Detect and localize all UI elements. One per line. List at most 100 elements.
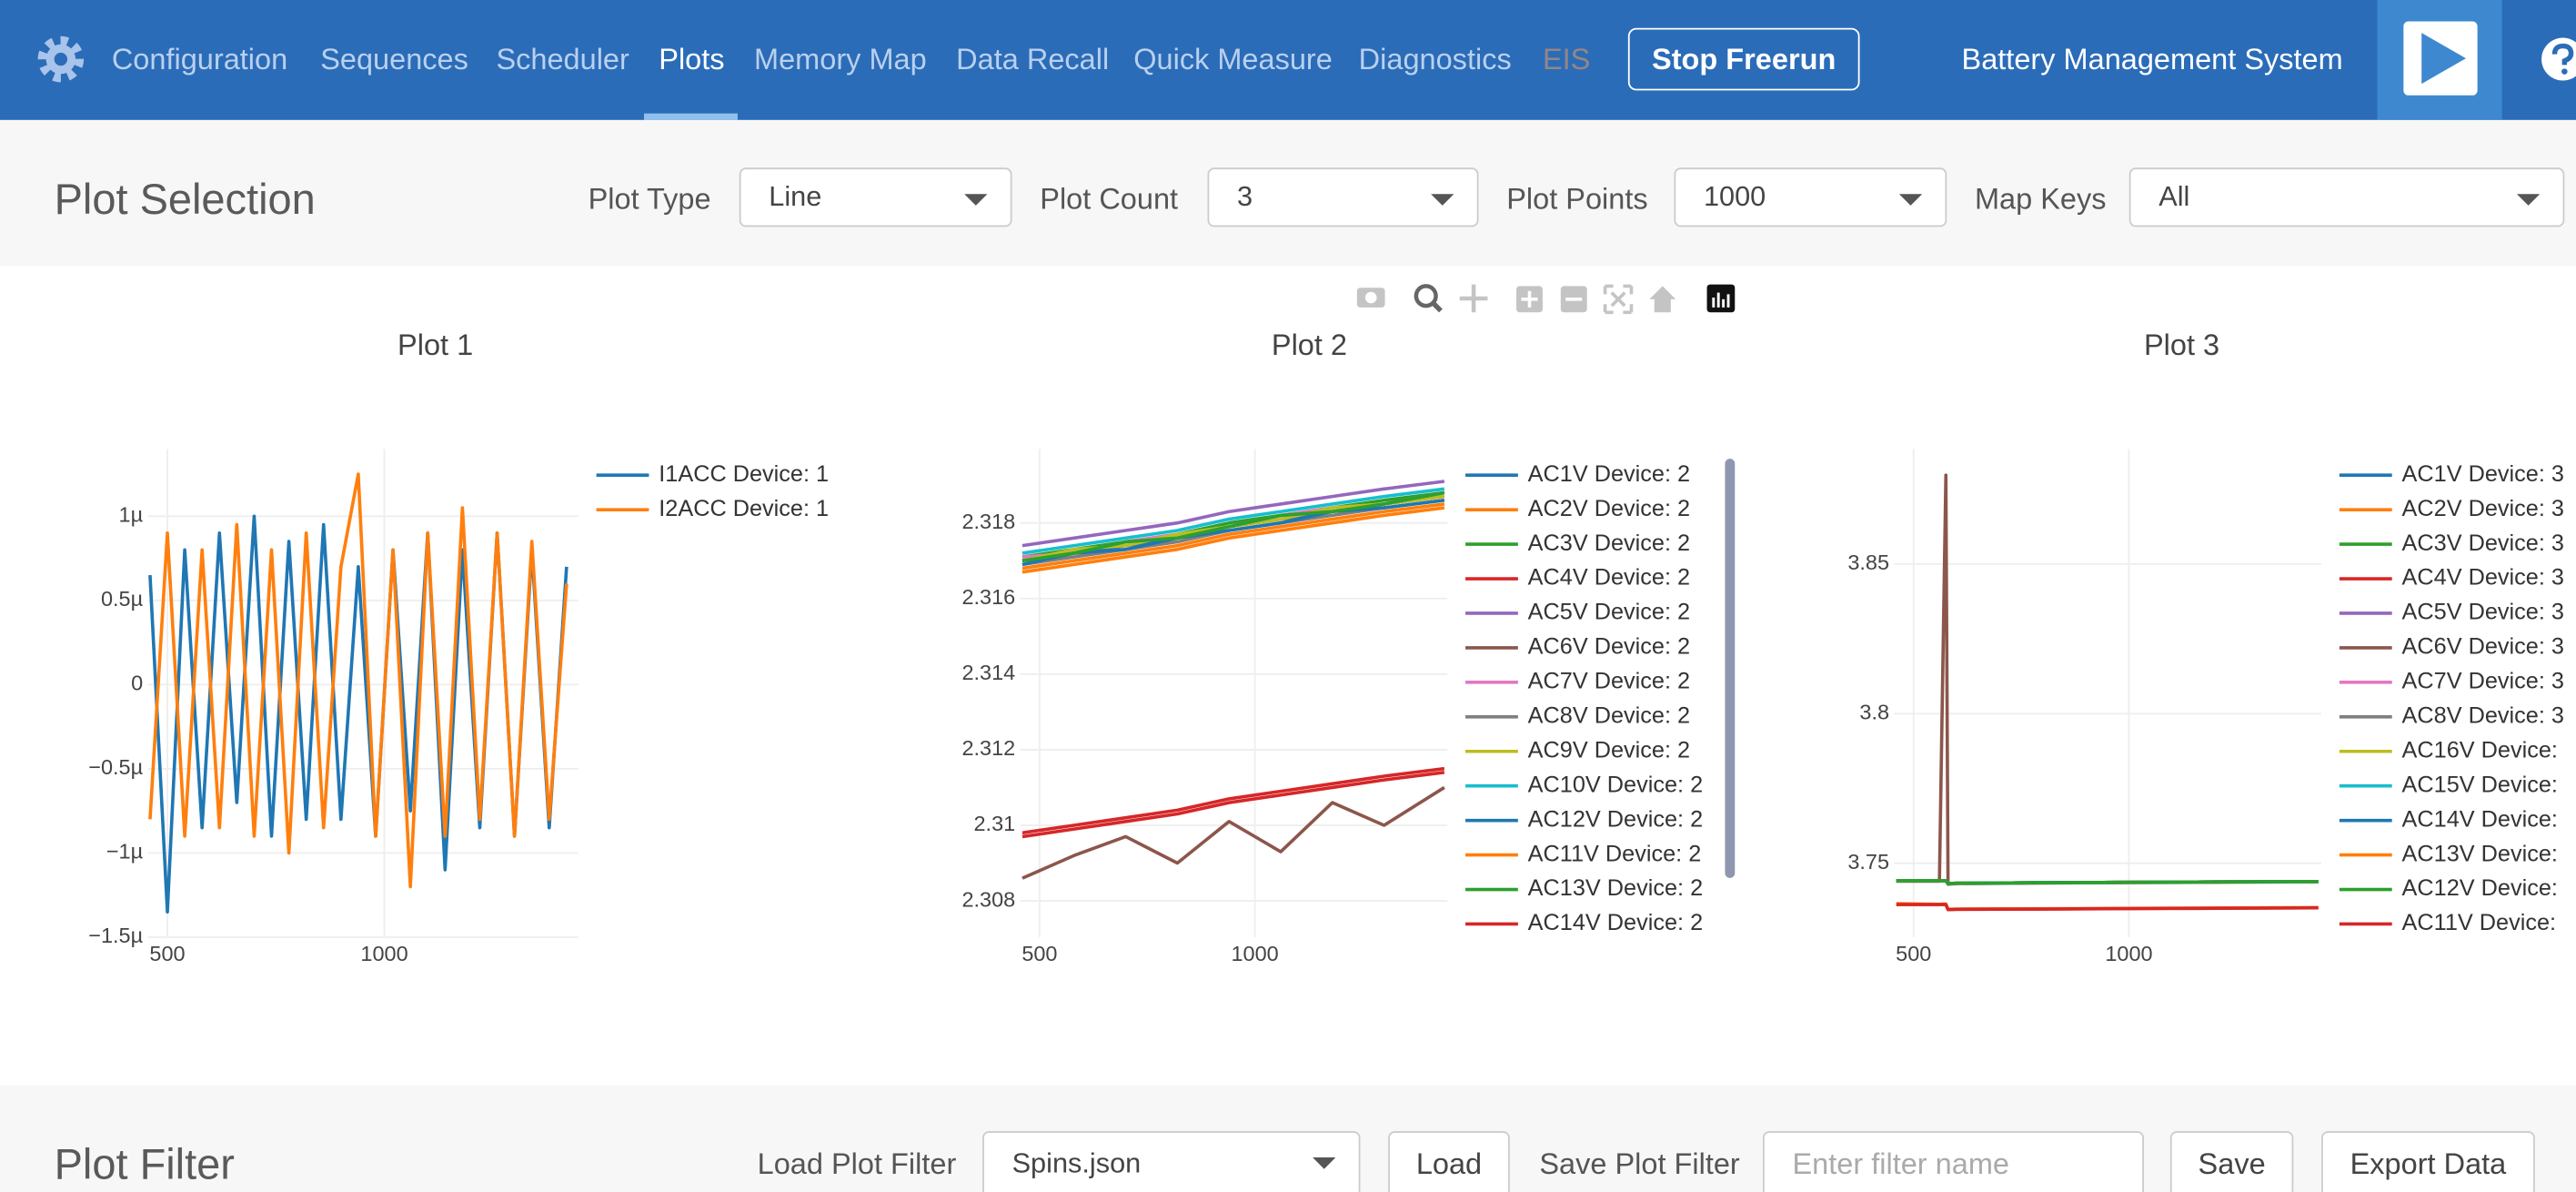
- legend-label: AC12V Device:: [2402, 875, 2558, 901]
- chart-title: Plot 3: [2144, 328, 2219, 361]
- series-line: [1021, 487, 1445, 555]
- legend-label: AC2V Device: 2: [1528, 496, 1690, 521]
- legend-label: AC3V Device: 3: [2402, 530, 2564, 556]
- field-label: Plot Count: [1040, 182, 1179, 216]
- legend-label: AC14V Device:: [2402, 806, 2558, 832]
- series-line: [1021, 771, 1445, 839]
- legend-label: AC11V Device:: [2402, 910, 2557, 935]
- series-line: [1021, 506, 1445, 574]
- zoom-icon[interactable]: [1414, 284, 1438, 308]
- nav-item[interactable]: Memory Map: [754, 42, 927, 76]
- nav-item[interactable]: Diagnostics: [1358, 42, 1512, 76]
- legend-label: AC8V Device: 2: [1528, 702, 1690, 728]
- legend-label: AC4V Device: 3: [2402, 565, 2564, 591]
- x-tick-label: 1000: [360, 942, 408, 965]
- legend-label: AC9V Device: 2: [1528, 737, 1690, 763]
- legend-label: AC1V Device: 3: [2402, 461, 2564, 487]
- legend-label: I2ACC Device: 1: [659, 496, 829, 521]
- legend-label: AC11V Device: 2: [1528, 841, 1702, 866]
- play-button[interactable]: [2377, 0, 2502, 120]
- y-tick-label: −1µ: [106, 840, 143, 864]
- load-button[interactable]: Load: [1388, 1131, 1510, 1192]
- nav-item[interactable]: Quick Measure: [1133, 42, 1333, 76]
- nav-bar: Configuration Sequences Scheduler Plots …: [0, 0, 2576, 120]
- nav-item[interactable]: Plots: [659, 42, 725, 76]
- home-icon[interactable]: [1649, 286, 1676, 313]
- field-label: Plot Type: [588, 182, 711, 216]
- legend-label: AC5V Device: 3: [2402, 600, 2564, 625]
- nav-item[interactable]: Sequences: [320, 42, 468, 76]
- y-tick-label: 2.31: [974, 812, 1016, 835]
- plot-selection: Plot Selection Plot Type Line Plot Count…: [0, 119, 2576, 267]
- chart: Plot 3 500 1000 3.85 3.8 3.75 AC1V Device: 3 AC…: [1847, 328, 2564, 965]
- legend-label: AC7V Device: 2: [1528, 669, 1690, 694]
- chart: Plot 1 500 1000 1µ 0.5µ 0 −0.5µ −1µ −1.5µ I1ACC D…: [88, 328, 829, 965]
- series-line: [1896, 903, 2319, 912]
- plot-points-select[interactable]: 1000: [1674, 167, 1947, 227]
- legend-label: AC13V Device: 2: [1528, 875, 1703, 901]
- section-title: Plot Selection: [54, 174, 316, 224]
- legend-label: AC10V Device: 2: [1528, 772, 1703, 797]
- chart: Plot 2 500 1000 2.318 2.316 2.314 2.312 2.31 2.3…: [961, 328, 1703, 965]
- y-tick-label: 2.316: [961, 585, 1015, 609]
- modebar: [1356, 284, 1736, 315]
- legend-label: AC14V Device: 2: [1528, 910, 1703, 935]
- legend-label: AC16V Device:: [2402, 737, 2558, 763]
- x-tick-label: 500: [1896, 942, 1931, 965]
- chart-title: Plot 2: [1272, 328, 1347, 361]
- legend-label: AC1V Device: 2: [1528, 461, 1690, 487]
- plots-area: Plot 1 500 1000 1µ 0.5µ 0 −0.5µ −1µ −1.5µ I1ACC D…: [88, 284, 2564, 965]
- settings-icon[interactable]: [36, 35, 86, 84]
- series-line: [1021, 498, 1445, 567]
- legend-label: AC5V Device: 2: [1528, 600, 1690, 625]
- y-tick-label: 0: [131, 672, 143, 695]
- x-tick-label: 1000: [1231, 942, 1278, 965]
- y-tick-label: 2.314: [961, 661, 1015, 684]
- nav-item[interactable]: Scheduler: [496, 42, 629, 76]
- nav-item[interactable]: Configuration: [111, 42, 288, 76]
- y-tick-label: −0.5µ: [88, 755, 143, 779]
- filter-name-input[interactable]: Enter filter name: [1762, 1131, 2144, 1192]
- series-line: [1021, 480, 1445, 548]
- legend-scrollbar[interactable]: [1725, 459, 1736, 878]
- nav-item: EIS: [1542, 42, 1591, 76]
- play-icon: [2403, 21, 2478, 96]
- save-button[interactable]: Save: [2169, 1131, 2294, 1192]
- legend-label: AC6V Device: 2: [1528, 634, 1690, 660]
- y-tick-label: 1µ: [119, 503, 144, 527]
- field-label: Plot Points: [1506, 182, 1648, 216]
- map-keys-select[interactable]: All: [2128, 167, 2565, 227]
- series-group: [1896, 473, 2319, 912]
- legend-label: AC3V Device: 2: [1528, 530, 1690, 556]
- load-filter-select[interactable]: Spins.json: [982, 1131, 1361, 1192]
- field-label: Save Plot Filter: [1539, 1147, 1740, 1181]
- active-indicator: [643, 113, 738, 120]
- field-label: Map Keys: [1974, 182, 2107, 216]
- field-label: Load Plot Filter: [757, 1147, 957, 1181]
- series-line: [1021, 490, 1445, 563]
- series-group: [1021, 480, 1445, 880]
- legend-label: AC4V Device: 2: [1528, 565, 1690, 591]
- export-button[interactable]: Export Data: [2321, 1131, 2535, 1192]
- legend-label: AC13V Device:: [2402, 841, 2558, 866]
- legend-label: AC12V Device: 2: [1528, 806, 1703, 832]
- x-tick-label: 500: [1021, 942, 1057, 965]
- stop-button[interactable]: Stop Freerun: [1627, 27, 1860, 91]
- y-tick-label: 2.312: [961, 736, 1015, 760]
- y-tick-label: 3.8: [1859, 700, 1889, 723]
- y-tick-label: 3.85: [1847, 551, 1889, 574]
- pan-icon[interactable]: [1459, 284, 1488, 313]
- autoscale-icon[interactable]: [1603, 284, 1634, 315]
- plot-count-select[interactable]: 3: [1207, 167, 1479, 227]
- y-tick-label: 0.5µ: [101, 587, 143, 611]
- nav-item[interactable]: Data Recall: [956, 42, 1110, 76]
- logo-icon[interactable]: [1706, 284, 1736, 313]
- plot-type-select[interactable]: Line: [739, 167, 1012, 227]
- series-line: [1021, 502, 1445, 571]
- help-icon[interactable]: [2533, 36, 2576, 83]
- series-line: [148, 472, 569, 889]
- series-line: [1021, 785, 1445, 880]
- series-group: [148, 472, 569, 914]
